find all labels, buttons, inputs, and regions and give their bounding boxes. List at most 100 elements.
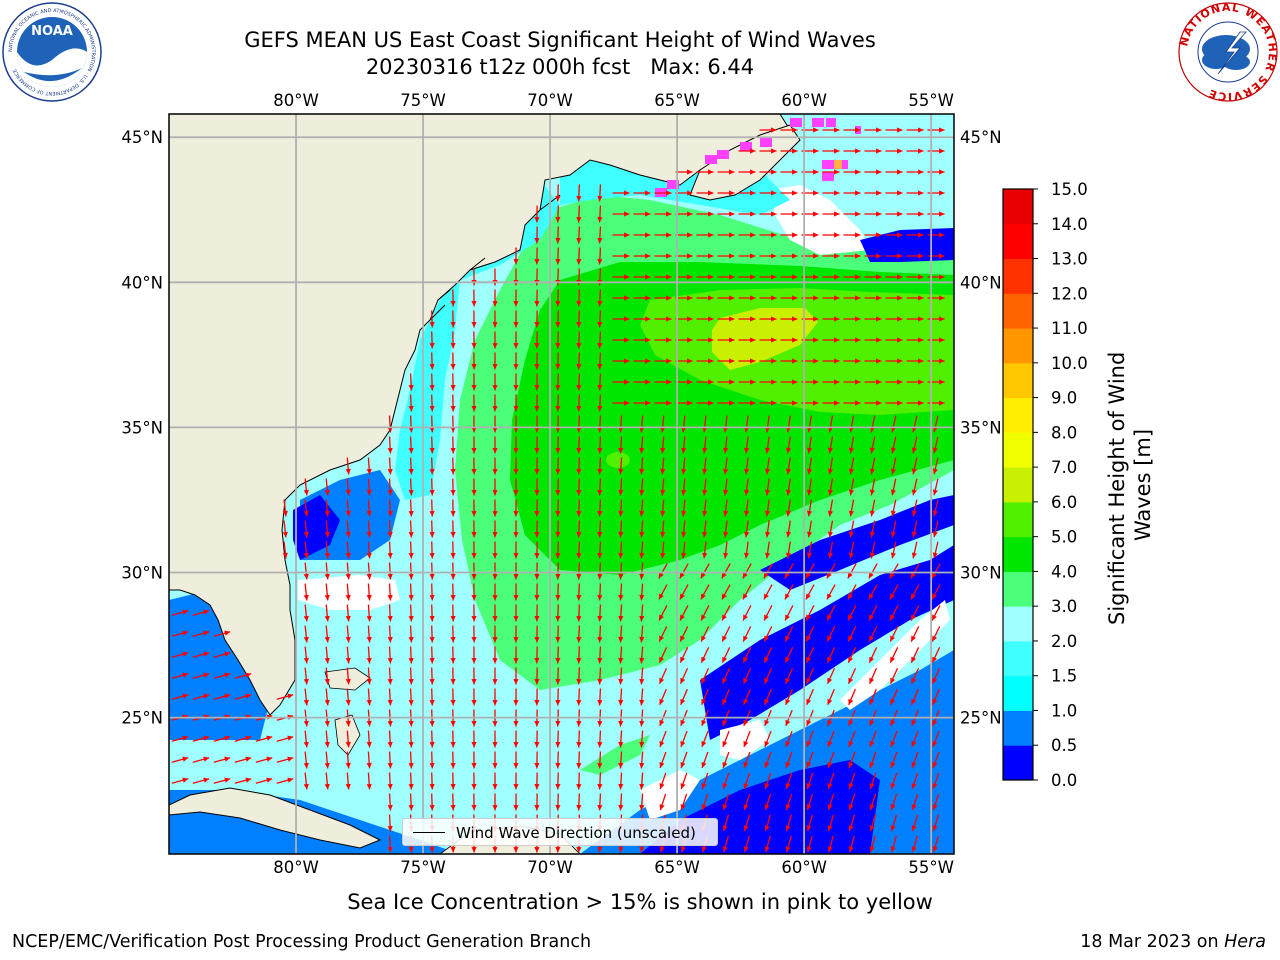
wind-vector bbox=[597, 310, 603, 328]
wind-vector bbox=[827, 793, 835, 811]
wind-vector bbox=[324, 625, 330, 643]
wind-vector bbox=[906, 337, 924, 343]
wind-vector bbox=[192, 630, 210, 637]
wind-vector bbox=[742, 647, 752, 663]
wind-vector bbox=[618, 730, 624, 748]
wind-vector bbox=[681, 520, 687, 538]
wind-vector bbox=[597, 793, 603, 811]
wind-vector bbox=[764, 793, 772, 811]
wind-vector bbox=[911, 730, 919, 748]
wind-vector bbox=[659, 688, 667, 706]
wind-vector bbox=[822, 169, 840, 175]
wind-vector bbox=[633, 358, 651, 364]
wind-vector bbox=[764, 751, 772, 769]
wind-vector bbox=[555, 436, 561, 454]
lon-tick-label: 65°W bbox=[654, 91, 700, 110]
wind-vector bbox=[675, 232, 693, 238]
wind-vector bbox=[743, 835, 750, 853]
wind-vector bbox=[660, 541, 666, 559]
wind-vector bbox=[680, 772, 688, 790]
wind-vector bbox=[759, 211, 777, 217]
wind-vector bbox=[658, 647, 668, 663]
wind-vector bbox=[555, 730, 561, 748]
nodata-patch-3 bbox=[640, 770, 700, 820]
wind-vector bbox=[255, 735, 273, 742]
wind-vector bbox=[848, 772, 856, 790]
wind-vector bbox=[234, 777, 252, 784]
wind-vector bbox=[932, 835, 939, 853]
wind-vector bbox=[675, 358, 693, 364]
wind-vector bbox=[847, 584, 857, 600]
colorbar: 0.0 0.5 1.0 1.5 2.0 3.0 4.0 5.0 6.0 7.0 8.0 9.0 10.0… bbox=[1002, 180, 1088, 790]
wind-vector bbox=[408, 415, 414, 433]
wind-vector bbox=[696, 358, 714, 364]
wind-vector bbox=[654, 253, 672, 259]
wind-vector bbox=[864, 148, 882, 154]
wind-vector bbox=[679, 667, 689, 685]
wind-vector bbox=[450, 373, 456, 391]
wind-wave-vectors bbox=[171, 127, 945, 853]
wind-vector bbox=[764, 835, 771, 853]
wind-vector bbox=[738, 169, 756, 175]
wind-vector bbox=[869, 793, 877, 811]
wind-vector bbox=[806, 436, 813, 454]
wind-vector bbox=[450, 394, 456, 412]
wind-vector bbox=[906, 169, 924, 175]
wind-vector bbox=[784, 563, 794, 579]
wind-vector bbox=[738, 337, 756, 343]
wind-vector bbox=[805, 584, 815, 600]
lon-tick-label: 65°W bbox=[654, 858, 700, 877]
wind-vector bbox=[910, 667, 920, 685]
wind-vector bbox=[847, 667, 857, 685]
wind-vector bbox=[827, 835, 834, 853]
wind-vector bbox=[534, 205, 540, 223]
wind-vector bbox=[639, 478, 645, 496]
wind-vector bbox=[826, 667, 836, 685]
wind-vector bbox=[780, 400, 798, 406]
map-area bbox=[169, 114, 954, 854]
wind-vector bbox=[681, 457, 687, 475]
wind-vector bbox=[618, 436, 624, 454]
wind-vector bbox=[534, 352, 540, 370]
wind-vector bbox=[450, 583, 456, 601]
wind-vector bbox=[738, 295, 756, 301]
wind-vector bbox=[723, 520, 729, 538]
wind-vector bbox=[723, 457, 729, 475]
wind-vector bbox=[408, 373, 414, 391]
wind-vector bbox=[675, 190, 693, 196]
wind-vector bbox=[785, 457, 792, 475]
wind-vector bbox=[885, 358, 903, 364]
wind-vector bbox=[869, 772, 877, 790]
wind-vector bbox=[764, 688, 772, 706]
wind-vector bbox=[680, 688, 688, 706]
wind-vector bbox=[597, 604, 603, 622]
wind-vector bbox=[785, 688, 793, 706]
wind-vector bbox=[324, 583, 330, 601]
wind-vector bbox=[492, 331, 498, 349]
nodata-patch-5 bbox=[770, 185, 870, 255]
wind-vector bbox=[721, 605, 731, 621]
wind-vector bbox=[450, 667, 456, 685]
wind-vector bbox=[429, 667, 435, 685]
wind-vector bbox=[618, 520, 624, 538]
wind-vector bbox=[885, 211, 903, 217]
wind-vector bbox=[700, 647, 710, 663]
wind-vector bbox=[869, 478, 876, 496]
lat-lon-grid bbox=[169, 114, 954, 854]
wind-vector bbox=[822, 337, 840, 343]
wind-vector bbox=[780, 316, 798, 322]
wind-vector bbox=[534, 373, 540, 391]
wind-vector bbox=[869, 499, 876, 517]
wind-vector bbox=[906, 274, 924, 280]
lon-tick-label: 70°W bbox=[527, 91, 573, 110]
wind-vector bbox=[869, 457, 876, 475]
wind-vector bbox=[408, 772, 414, 790]
wind-vector bbox=[513, 646, 519, 664]
wind-vector bbox=[848, 688, 856, 706]
wind-vector bbox=[633, 253, 651, 259]
wind-vector bbox=[847, 605, 857, 621]
wind-vector bbox=[906, 211, 924, 217]
wind-vector bbox=[700, 605, 710, 621]
wind-vector bbox=[282, 541, 288, 559]
wind-vector bbox=[576, 331, 582, 349]
